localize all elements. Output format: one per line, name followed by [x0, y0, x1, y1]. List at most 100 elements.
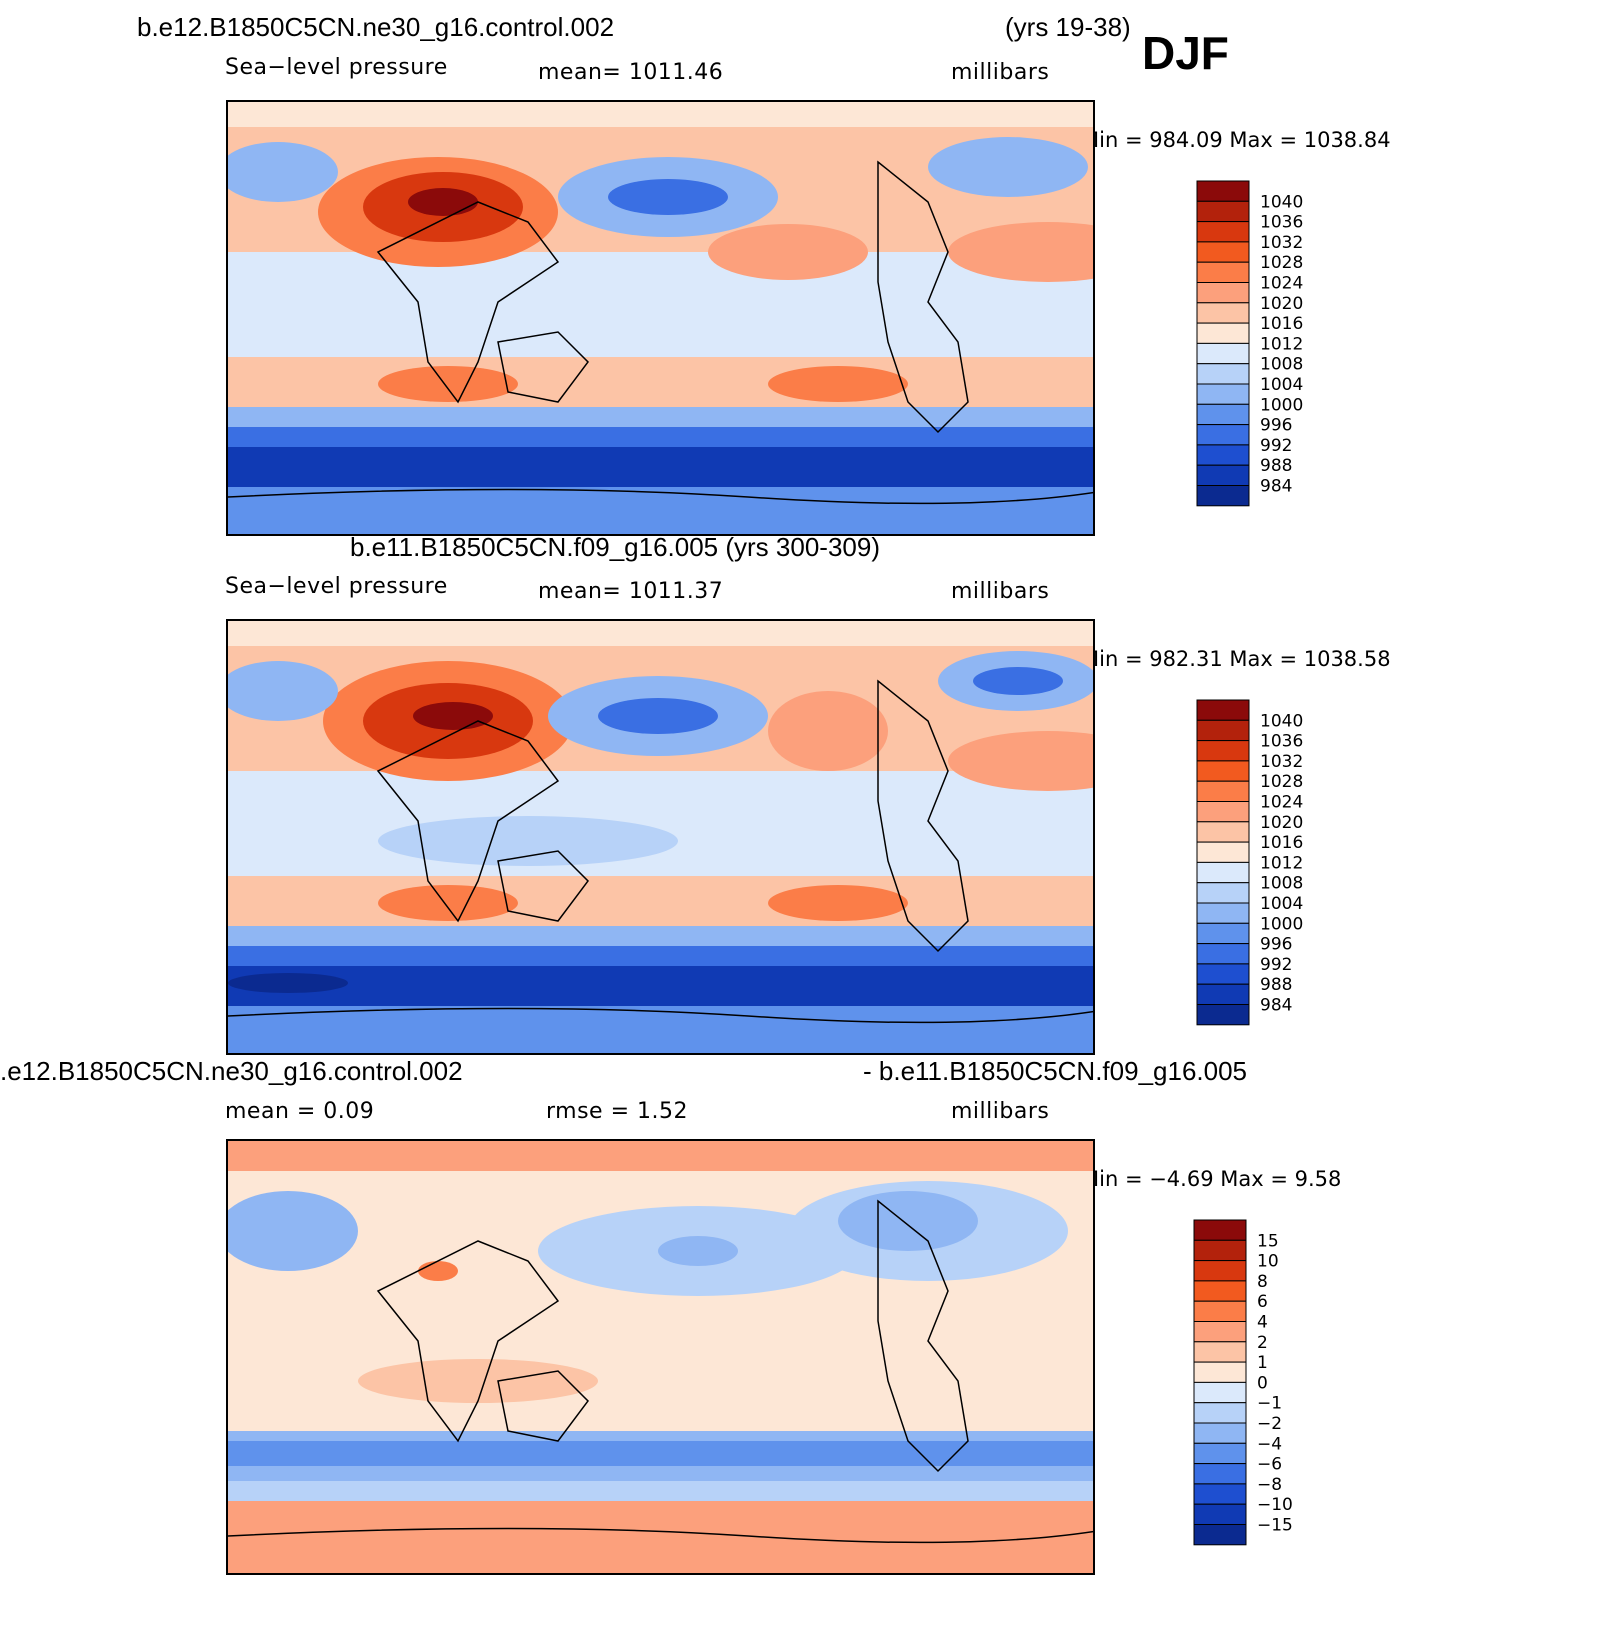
colorbar-swatch	[1196, 322, 1250, 344]
colorbar-tick-label: 984	[1260, 477, 1292, 497]
colorbar-swatch	[1196, 403, 1250, 426]
colorbar-swatch	[1196, 983, 1250, 1006]
colorbar-tick-label: −1	[1257, 1394, 1282, 1414]
colorbar-tick-label: 996	[1260, 416, 1292, 436]
panel3-minmax: Min = −4.69 Max = 9.58	[1081, 1167, 1342, 1191]
colorbar-swatch	[1196, 719, 1250, 742]
colorbar-swatch	[1196, 221, 1250, 243]
panel3-rmse: rmse = 1.52	[546, 1099, 688, 1124]
panel2-units: millibars	[951, 579, 1050, 604]
aleutian-low-core	[608, 179, 728, 215]
colorbar-swatch	[1196, 485, 1250, 507]
pacific-high	[708, 224, 868, 280]
colorbar-swatch	[1196, 841, 1250, 863]
colorbar-tick-label: −2	[1257, 1414, 1282, 1434]
colorbar-tick-label: 4	[1257, 1313, 1268, 1333]
panel2-variable: Sea−level pressure	[225, 574, 448, 599]
americas-coast	[877, 160, 969, 434]
panel3-mean: mean = 0.09	[225, 1099, 375, 1124]
southern-ocean-low	[228, 447, 1093, 487]
panel1-colorbar: 1040 1036 1032 1028 1024 1020 1016 1012 1008 1004…	[1196, 180, 1336, 513]
colorbar-swatch	[1196, 363, 1250, 385]
season-label: DJF	[1142, 27, 1229, 79]
colorbar-swatch	[1196, 943, 1250, 965]
antarctic-coast	[228, 488, 1093, 505]
panel3-title-right: - b.e11.B1850C5CN.f09_g16.005	[863, 1056, 1248, 1086]
colorbar-swatch	[1193, 1280, 1247, 1302]
colorbar-tick-label: 2	[1257, 1333, 1268, 1353]
colorbar-tick-label: 992	[1260, 436, 1292, 456]
colorbar-tick-label: 1032	[1260, 752, 1303, 772]
sh-indian-high	[378, 366, 518, 402]
panel1-title: b.e12.B1850C5CN.ne30_g16.control.002	[137, 12, 615, 42]
colorbar-swatch	[1193, 1361, 1247, 1383]
colorbar-swatch	[1196, 861, 1250, 884]
colorbar-tick-label: 1012	[1260, 853, 1303, 873]
colorbar-tick-label: 1020	[1260, 294, 1303, 314]
colorbar-swatch	[1196, 180, 1250, 202]
colorbar-swatch	[1196, 444, 1250, 466]
arctic-band	[228, 102, 1093, 127]
colorbar-swatch	[1196, 200, 1250, 223]
colorbar-swatch	[1196, 282, 1250, 304]
colorbar-swatch	[1193, 1300, 1247, 1322]
colorbar-tick-label: 10	[1257, 1252, 1279, 1272]
colorbar-swatch	[1193, 1524, 1247, 1546]
colorbar-swatch	[1196, 740, 1250, 762]
colorbar-tick-label: 1028	[1260, 253, 1303, 273]
colorbar-tick-label: 996	[1260, 935, 1292, 955]
colorbar-swatch	[1193, 1381, 1247, 1404]
panel1-years: (yrs 19-38)	[1005, 12, 1131, 42]
colorbar-swatch	[1196, 963, 1250, 985]
panel3-units: millibars	[951, 1099, 1050, 1124]
colorbar-tick-label: −15	[1257, 1516, 1293, 1536]
colorbar-tick-label: 984	[1260, 996, 1292, 1016]
colorbar-tick-label: 992	[1260, 955, 1292, 975]
colorbar-tick-label: 1032	[1260, 233, 1303, 253]
antarctica	[228, 487, 1093, 534]
colorbar-tick-label: 1024	[1260, 274, 1303, 294]
colorbar-tick-label: 1040	[1260, 711, 1303, 731]
panel2-map	[226, 619, 1095, 1055]
panel3-title-left: .e12.B1850C5CN.ne30_g16.control.002	[0, 1056, 463, 1086]
colorbar-tick-label: −10	[1257, 1495, 1293, 1515]
colorbar-swatch	[1193, 1483, 1247, 1505]
colorbar-swatch	[1193, 1463, 1247, 1485]
panel1-mean: mean= 1011.46	[538, 60, 724, 85]
panel3-colorbar: 15 10 8 6 4 2 1 0 −1 −2 −4 −6 −8 −10 −15	[1193, 1219, 1333, 1552]
colorbar-tick-label: −8	[1257, 1475, 1282, 1495]
colorbar-swatch	[1193, 1219, 1247, 1241]
panel1-minmax: Min = 984.09 Max = 1038.84	[1081, 128, 1391, 152]
panel2-title: b.e11.B1850C5CN.f09_g16.005 (yrs 300-309…	[350, 532, 880, 562]
africa-asia-coast	[376, 201, 560, 404]
colorbar-swatch	[1196, 780, 1250, 802]
colorbar-tick-label: 1008	[1260, 355, 1303, 375]
colorbar-swatch	[1196, 241, 1250, 263]
europe-low	[228, 142, 338, 202]
colorbar-tick-label: 6	[1257, 1292, 1268, 1312]
azores-high	[948, 222, 1093, 282]
colorbar-tick-label: 1008	[1260, 874, 1303, 894]
panel1-map	[226, 100, 1095, 536]
colorbar-tick-label: 1004	[1260, 894, 1303, 914]
colorbar-swatch	[1196, 699, 1250, 721]
panel2-mean: mean= 1011.37	[538, 579, 724, 604]
siberian-high-peak	[408, 188, 478, 216]
colorbar-tick-label: 1024	[1260, 793, 1303, 813]
colorbar-swatch	[1196, 760, 1250, 782]
icelandic-low	[928, 137, 1088, 197]
colorbar-swatch	[1196, 342, 1250, 365]
colorbar-swatch	[1193, 1422, 1247, 1444]
colorbar-tick-label: 8	[1257, 1272, 1268, 1292]
colorbar-swatch	[1193, 1442, 1247, 1465]
australia-coast	[497, 331, 589, 403]
colorbar-tick-label: 1036	[1260, 213, 1303, 233]
colorbar-tick-label: 1028	[1260, 772, 1303, 792]
colorbar-swatch	[1196, 1004, 1250, 1026]
colorbar-swatch	[1193, 1503, 1247, 1526]
colorbar-tick-label: 1000	[1260, 914, 1303, 934]
colorbar-swatch	[1196, 302, 1250, 324]
colorbar-swatch	[1196, 902, 1250, 924]
colorbar-tick-label: 1016	[1260, 833, 1303, 853]
colorbar-tick-label: 1040	[1260, 192, 1303, 212]
